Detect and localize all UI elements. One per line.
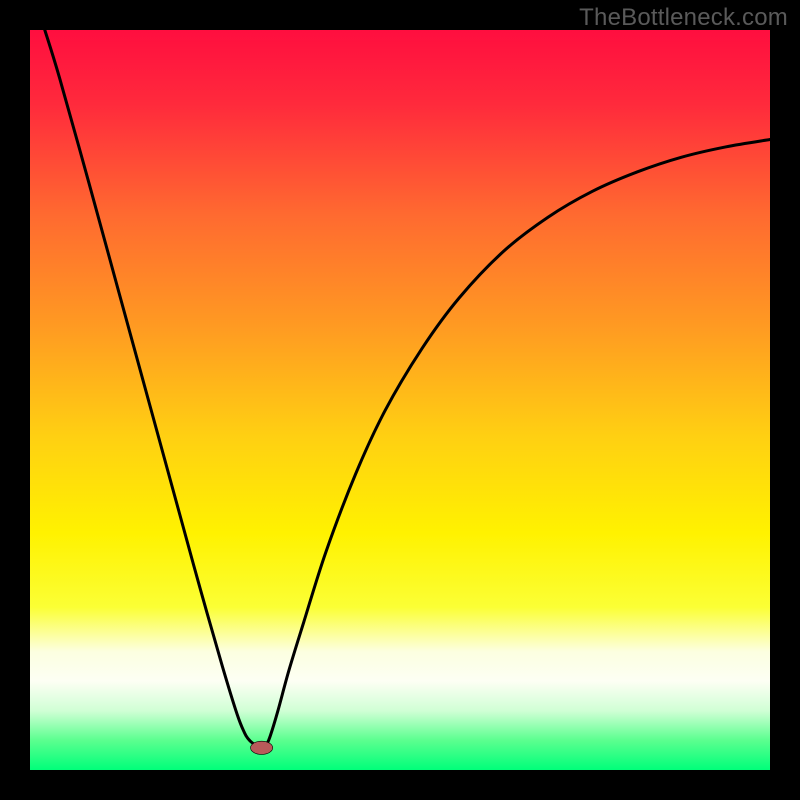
- chart-svg: [0, 0, 800, 800]
- plot-background: [30, 30, 770, 770]
- chart-container: TheBottleneck.com: [0, 0, 800, 800]
- minimum-marker: [251, 741, 273, 754]
- watermark-text: TheBottleneck.com: [579, 4, 788, 32]
